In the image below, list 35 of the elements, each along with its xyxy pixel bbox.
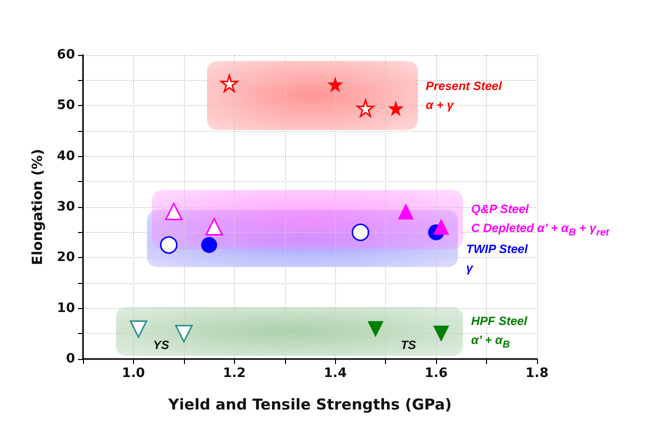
annotation: YS: [153, 336, 170, 354]
annotation: Q&P Steel C Depleted α’ + α$_{B}$ + γ$_{ret}$: [471, 201, 609, 241]
annotation: TS: [400, 336, 416, 354]
point: [175, 324, 193, 342]
x-axis-title: Yield and Tensile Strengths (GPa): [167, 396, 452, 414]
point: [356, 99, 374, 117]
point: [160, 236, 178, 254]
point: [352, 224, 370, 242]
point: [201, 237, 218, 253]
point: [130, 320, 148, 338]
point: [368, 321, 384, 338]
y-tick-label: 10: [56, 300, 75, 316]
x-tick-label: 1.2: [222, 366, 246, 381]
point: [398, 204, 414, 220]
y-tick-label: 60: [56, 48, 75, 62]
point: [165, 202, 183, 220]
point: [327, 76, 344, 92]
y-axis-title: Elongation (%): [30, 148, 46, 266]
point: [433, 326, 450, 342]
annotation: TWIP Steel γ: [466, 241, 528, 278]
y-tick-label: 30: [56, 200, 75, 214]
x-tick-label: 1.0: [122, 366, 145, 381]
y-tick-label: 20: [56, 250, 75, 266]
point: [220, 74, 238, 92]
point: [205, 218, 223, 236]
y-tick-label: 50: [56, 98, 75, 114]
point: [433, 218, 450, 235]
point: [388, 100, 404, 116]
x-tick-label: 1.4: [324, 366, 347, 381]
x-tick-label: 1.6: [424, 366, 448, 381]
y-tick-label: 40: [56, 148, 75, 164]
y-tick-label: 0: [66, 352, 75, 366]
x-tick-label: 1.8: [525, 366, 549, 381]
annotation: Present Steel α + γ: [426, 78, 502, 114]
annotation: HPF Steel α’ + α$_{B}$: [471, 313, 528, 353]
